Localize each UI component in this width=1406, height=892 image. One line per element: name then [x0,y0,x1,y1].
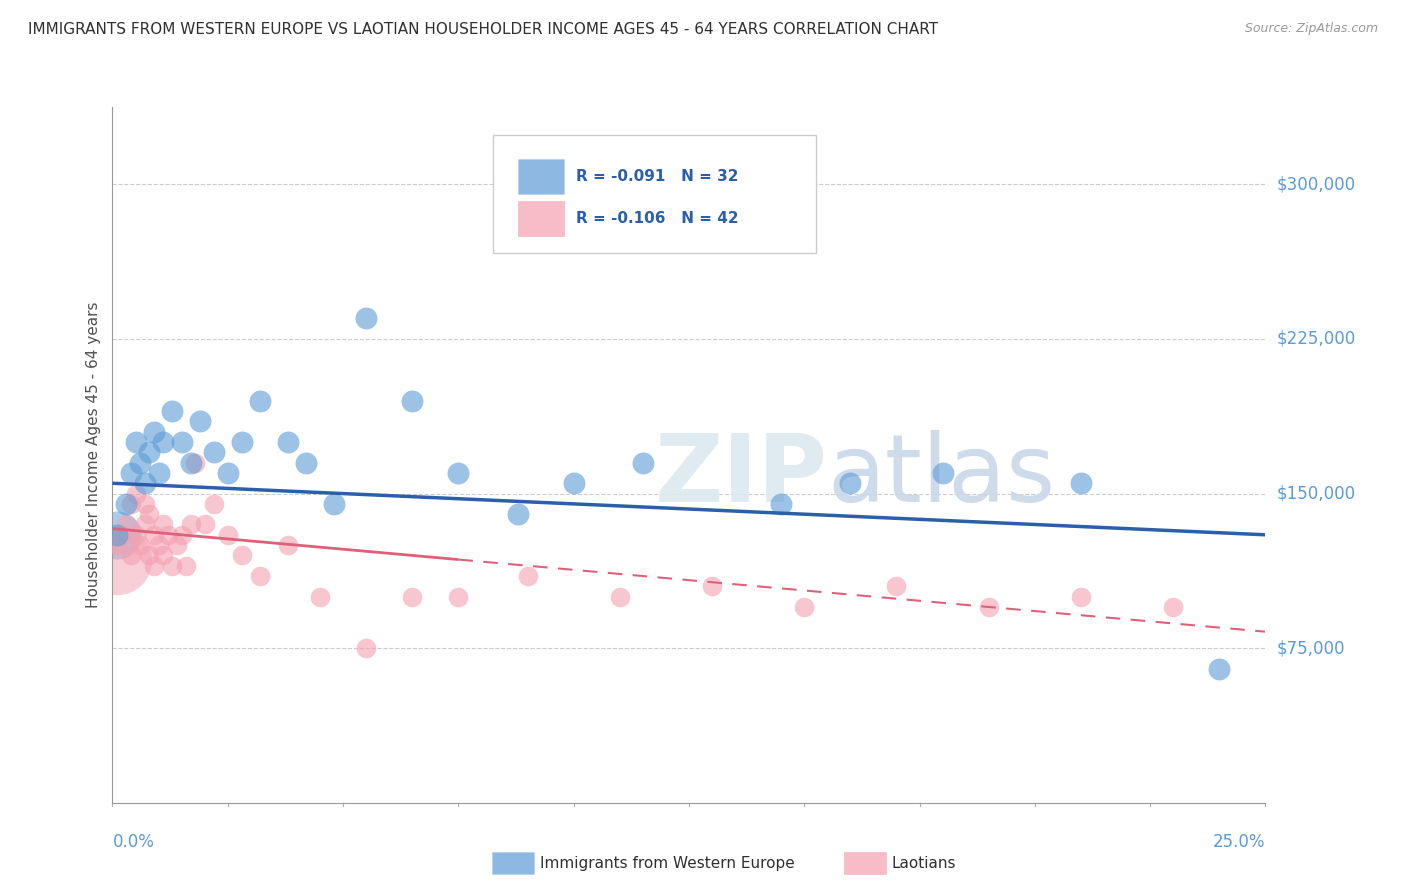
Point [138,549,160,563]
Point [120,549,142,563]
Point [184,456,207,470]
Point [770,497,793,511]
Point [170,435,193,450]
Point [111,528,134,542]
Point [105,552,128,566]
Point [138,507,160,521]
Point [217,528,239,542]
Point [562,476,585,491]
Point [143,425,166,439]
Y-axis label: Householder Income Ages 45 - 64 years: Householder Income Ages 45 - 64 years [86,301,101,608]
Point [977,599,1000,614]
Point [105,528,128,542]
Text: IMMIGRANTS FROM WESTERN EUROPE VS LAOTIAN HOUSEHOLDER INCOME AGES 45 - 64 YEARS : IMMIGRANTS FROM WESTERN EUROPE VS LAOTIA… [28,22,938,37]
Point [194,517,217,532]
Point [134,517,156,532]
Point [143,558,166,573]
Point [354,311,377,326]
Point [124,528,146,542]
Point [277,435,299,450]
Point [170,528,193,542]
Text: R = -0.106   N = 42: R = -0.106 N = 42 [576,211,738,226]
Point [700,579,723,593]
Point [231,435,253,450]
Point [166,538,188,552]
Point [202,497,225,511]
Point [134,497,156,511]
Point [124,435,146,450]
Point [1208,662,1230,676]
Point [401,393,423,408]
Text: $75,000: $75,000 [1277,640,1346,657]
Point [143,528,166,542]
Point [152,517,174,532]
Point [180,517,202,532]
Point [162,404,184,418]
Point [152,549,174,563]
Point [129,456,152,470]
Point [322,497,344,511]
Text: Immigrants from Western Europe: Immigrants from Western Europe [540,856,794,871]
Point [1070,476,1092,491]
Point [148,538,170,552]
Point [188,414,211,428]
FancyBboxPatch shape [519,159,564,194]
Point [217,466,239,480]
Point [1161,599,1184,614]
Point [1070,590,1092,604]
FancyBboxPatch shape [494,135,815,253]
Point [148,466,170,480]
Text: 25.0%: 25.0% [1213,833,1265,851]
Point [793,599,815,614]
Text: $300,000: $300,000 [1277,176,1355,194]
Point [309,590,332,604]
Point [162,558,184,573]
Point [447,590,470,604]
Point [120,466,142,480]
Text: Laotians: Laotians [891,856,956,871]
Point [931,466,953,480]
Point [105,538,128,552]
Text: $225,000: $225,000 [1277,330,1355,348]
Point [516,569,538,583]
Point [508,507,530,521]
Point [631,456,654,470]
Point [174,558,197,573]
Point [886,579,908,593]
Text: atlas: atlas [827,430,1056,522]
Point [124,486,146,500]
Point [295,456,318,470]
Point [401,590,423,604]
Point [249,393,271,408]
Point [231,549,253,563]
Point [115,517,138,532]
Point [609,590,631,604]
Point [447,466,470,480]
Point [249,569,271,583]
Text: R = -0.091   N = 32: R = -0.091 N = 32 [576,169,738,184]
FancyBboxPatch shape [519,201,564,235]
Point [129,538,152,552]
Point [839,476,862,491]
Point [277,538,299,552]
Point [120,497,142,511]
Text: ZIP: ZIP [654,430,827,522]
Point [202,445,225,459]
Point [115,497,138,511]
Point [105,528,128,542]
Point [152,435,174,450]
Text: Source: ZipAtlas.com: Source: ZipAtlas.com [1244,22,1378,36]
Point [134,476,156,491]
Point [156,528,179,542]
Point [138,445,160,459]
Text: $150,000: $150,000 [1277,484,1355,502]
Point [354,641,377,656]
Point [180,456,202,470]
Text: 0.0%: 0.0% [112,833,155,851]
